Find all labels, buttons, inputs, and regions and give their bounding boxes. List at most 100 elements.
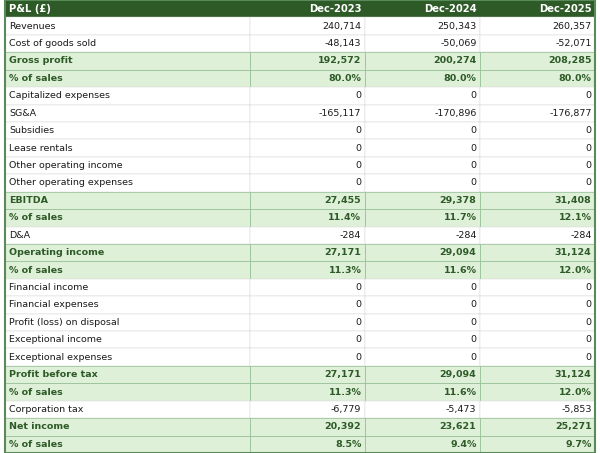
- Text: 0: 0: [470, 92, 476, 100]
- Text: 0: 0: [470, 126, 476, 135]
- Bar: [480, 192, 595, 209]
- Bar: [250, 383, 365, 401]
- Text: % of sales: % of sales: [9, 387, 63, 396]
- Text: Dec-2024: Dec-2024: [424, 4, 476, 14]
- Bar: [5, 87, 250, 105]
- Text: 31,408: 31,408: [555, 196, 592, 205]
- Bar: [480, 366, 595, 383]
- Text: % of sales: % of sales: [9, 213, 63, 222]
- Text: 0: 0: [470, 178, 476, 188]
- Bar: [250, 17, 365, 35]
- Bar: [250, 174, 365, 192]
- Text: 0: 0: [470, 335, 476, 344]
- Bar: [365, 209, 480, 226]
- Text: Cost of goods sold: Cost of goods sold: [9, 39, 96, 48]
- Text: Capitalized expenses: Capitalized expenses: [9, 92, 110, 100]
- Bar: [5, 35, 250, 52]
- Text: Profit (loss) on disposal: Profit (loss) on disposal: [9, 318, 119, 327]
- Bar: [5, 296, 250, 313]
- Text: 25,271: 25,271: [555, 422, 592, 431]
- Bar: [480, 157, 595, 174]
- Text: -176,877: -176,877: [549, 109, 592, 118]
- Text: 11.4%: 11.4%: [328, 213, 361, 222]
- Text: 0: 0: [470, 161, 476, 170]
- Bar: [250, 331, 365, 348]
- Text: 0: 0: [470, 300, 476, 309]
- Bar: [250, 226, 365, 244]
- Text: 0: 0: [355, 144, 361, 153]
- Text: 192,572: 192,572: [318, 57, 361, 66]
- Text: Financial income: Financial income: [9, 283, 88, 292]
- Bar: [365, 87, 480, 105]
- Text: D&A: D&A: [9, 231, 30, 240]
- Text: Other operating expenses: Other operating expenses: [9, 178, 133, 188]
- Text: Net income: Net income: [9, 422, 70, 431]
- Bar: [365, 17, 480, 35]
- Text: Dec-2025: Dec-2025: [539, 4, 592, 14]
- Bar: [365, 279, 480, 296]
- Bar: [5, 331, 250, 348]
- Bar: [365, 35, 480, 52]
- Text: 0: 0: [355, 283, 361, 292]
- Text: % of sales: % of sales: [9, 265, 63, 275]
- Text: Corporation tax: Corporation tax: [9, 405, 83, 414]
- Bar: [250, 401, 365, 418]
- Text: 0: 0: [355, 126, 361, 135]
- Bar: [5, 418, 250, 436]
- Bar: [480, 226, 595, 244]
- Text: 12.1%: 12.1%: [559, 213, 592, 222]
- Text: 0: 0: [355, 300, 361, 309]
- Bar: [480, 401, 595, 418]
- Bar: [250, 157, 365, 174]
- Bar: [5, 436, 250, 453]
- Text: 27,171: 27,171: [325, 370, 361, 379]
- Text: 0: 0: [586, 353, 592, 361]
- Text: 11.3%: 11.3%: [328, 265, 361, 275]
- Bar: [5, 366, 250, 383]
- Text: -5,473: -5,473: [446, 405, 476, 414]
- Bar: [5, 52, 250, 70]
- Text: 0: 0: [586, 178, 592, 188]
- Bar: [250, 52, 365, 70]
- Bar: [5, 401, 250, 418]
- Text: 0: 0: [470, 144, 476, 153]
- Bar: [480, 209, 595, 226]
- Text: -5,853: -5,853: [561, 405, 592, 414]
- Bar: [5, 157, 250, 174]
- Bar: [250, 0, 365, 17]
- Bar: [365, 0, 480, 17]
- Bar: [480, 244, 595, 261]
- Text: 0: 0: [470, 353, 476, 361]
- Bar: [250, 122, 365, 140]
- Text: 8.5%: 8.5%: [335, 440, 361, 449]
- Text: 9.7%: 9.7%: [565, 440, 592, 449]
- Text: % of sales: % of sales: [9, 74, 63, 83]
- Text: 0: 0: [470, 318, 476, 327]
- Bar: [365, 192, 480, 209]
- Text: Operating income: Operating income: [9, 248, 104, 257]
- Bar: [5, 348, 250, 366]
- Text: -50,069: -50,069: [440, 39, 476, 48]
- Text: 29,094: 29,094: [440, 248, 476, 257]
- Bar: [365, 105, 480, 122]
- Text: 0: 0: [586, 300, 592, 309]
- Bar: [480, 331, 595, 348]
- Bar: [480, 313, 595, 331]
- Bar: [5, 17, 250, 35]
- Text: 240,714: 240,714: [322, 22, 361, 31]
- Text: 12.0%: 12.0%: [559, 265, 592, 275]
- Bar: [250, 244, 365, 261]
- Bar: [365, 348, 480, 366]
- Text: EBITDA: EBITDA: [9, 196, 48, 205]
- Bar: [365, 52, 480, 70]
- Text: Financial expenses: Financial expenses: [9, 300, 98, 309]
- Bar: [365, 157, 480, 174]
- Bar: [5, 383, 250, 401]
- Bar: [5, 279, 250, 296]
- Text: Dec-2023: Dec-2023: [309, 4, 361, 14]
- Bar: [5, 174, 250, 192]
- Bar: [480, 174, 595, 192]
- Text: Other operating income: Other operating income: [9, 161, 122, 170]
- Text: 27,171: 27,171: [325, 248, 361, 257]
- Bar: [480, 348, 595, 366]
